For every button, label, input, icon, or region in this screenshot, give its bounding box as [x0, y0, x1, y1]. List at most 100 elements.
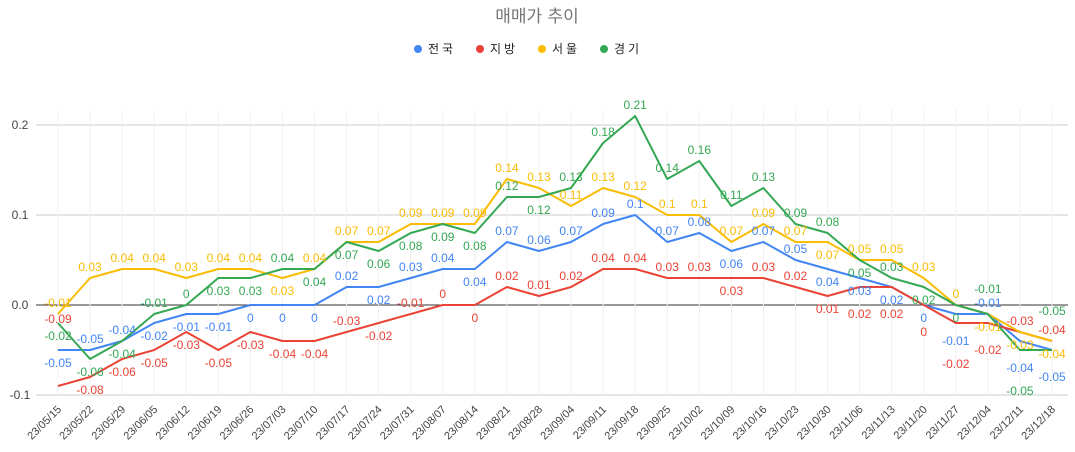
x-tick-label: 23/05/29: [89, 404, 128, 443]
data-label: 0.03: [752, 260, 776, 274]
data-label: 0.06: [367, 257, 391, 271]
data-label: -0.02: [141, 329, 169, 343]
y-tick-label: 0.1: [12, 208, 29, 222]
data-label: -0.05: [76, 332, 104, 346]
data-label: 0.02: [559, 269, 583, 283]
legend-marker: [538, 45, 546, 53]
legend-label: 지방: [490, 42, 518, 56]
data-label: -0.03: [173, 338, 201, 352]
data-label: 0: [279, 311, 286, 325]
data-label: 0.03: [239, 284, 263, 298]
x-tick-label: 23/06/19: [186, 404, 225, 443]
data-label: 0.01: [816, 302, 840, 316]
data-label: 0.01: [527, 278, 551, 292]
data-label: 0.04: [271, 251, 295, 265]
data-label: 0.11: [560, 188, 583, 202]
data-label: -0.06: [108, 365, 136, 379]
x-tick-label: 23/10/30: [795, 404, 834, 443]
data-label: 0.04: [816, 275, 840, 289]
data-label: -0.01: [974, 320, 1002, 334]
data-label: 0.1: [691, 197, 708, 211]
x-tick-label: 23/09/18: [603, 404, 642, 443]
data-label: 0.07: [720, 224, 744, 238]
data-label: 0.03: [175, 260, 199, 274]
data-label: 0.08: [399, 239, 423, 253]
data-label: 0.04: [207, 251, 231, 265]
data-label: -0.05: [44, 356, 72, 370]
data-label: 0.04: [303, 275, 327, 289]
data-label: 0.13: [752, 170, 776, 184]
data-label: -0.04: [1006, 361, 1034, 375]
x-tick-label: 23/06/05: [122, 404, 161, 443]
legend-marker: [600, 45, 608, 53]
legend-label: 서울: [552, 42, 580, 56]
data-label: 0.02: [367, 293, 391, 307]
data-label: 0.02: [880, 293, 904, 307]
data-label: 0.04: [623, 251, 647, 265]
x-tick-label: 23/11/06: [828, 404, 866, 442]
data-label: 0.21: [623, 98, 647, 112]
x-tick-label: 23/07/31: [378, 404, 417, 443]
x-tick-label: 23/07/10: [282, 404, 321, 443]
data-label: -0.04: [301, 347, 329, 361]
x-tick-label: 23/08/14: [442, 404, 481, 443]
data-label: 0.09: [399, 206, 423, 220]
x-tick-label: 23/12/18: [1019, 404, 1058, 443]
series-line-경기: [57, 115, 1052, 360]
y-tick-label: -0.1: [10, 388, 31, 402]
x-tick-label: 23/07/24: [346, 404, 385, 443]
data-label: 0.13: [527, 170, 551, 184]
data-label: 0.05: [784, 242, 808, 256]
x-tick-label: 23/08/28: [506, 404, 545, 443]
data-label: -0.05: [205, 356, 233, 370]
x-tick-label: 23/05/15: [25, 404, 64, 443]
data-label: 0.12: [495, 179, 519, 193]
data-label: 0.03: [720, 284, 744, 298]
x-tick-label: 23/12/04: [955, 404, 994, 443]
data-label: 0.04: [463, 275, 487, 289]
x-tick-label: 23/11/13: [860, 404, 898, 442]
data-label: 0: [920, 325, 927, 339]
data-label: 0.14: [656, 161, 680, 175]
data-label: 0.03: [848, 284, 872, 298]
data-label: 0.07: [784, 224, 808, 238]
x-axis: 23/05/1523/05/2223/05/2923/06/0523/06/12…: [25, 404, 1058, 443]
data-label: -0.01: [44, 296, 72, 310]
x-tick-label: 23/06/26: [218, 404, 257, 443]
data-label: 0.08: [688, 215, 712, 229]
data-label: 0.05: [880, 242, 904, 256]
y-tick-label: 0.2: [12, 118, 29, 132]
data-label: 0: [952, 287, 959, 301]
data-label: 0.04: [591, 251, 615, 265]
data-label: 0.05: [848, 242, 872, 256]
data-label: 0.04: [143, 251, 167, 265]
data-label: 0.07: [495, 224, 519, 238]
y-tick-label: 0.0: [12, 298, 29, 312]
data-label: 0.09: [463, 206, 487, 220]
data-label: 0.14: [495, 161, 519, 175]
data-label: 0.07: [335, 248, 359, 262]
data-label: -0.01: [205, 320, 233, 334]
data-label: 0.02: [495, 269, 519, 283]
x-tick-label: 23/07/03: [250, 404, 289, 443]
data-label: 0: [471, 311, 478, 325]
legend: 전국 지방 서울 경기: [414, 42, 639, 56]
x-tick-label: 23/10/09: [699, 404, 738, 443]
data-label: 0.1: [659, 197, 676, 211]
x-tick-label: 23/08/07: [410, 404, 449, 443]
series-line-전국: [58, 214, 1053, 351]
y-axis: 0.2 0.1 0.0 -0.1: [10, 118, 31, 402]
data-label: 0.08: [816, 215, 840, 229]
data-label: 0.03: [880, 260, 904, 274]
x-tick-label: 23/06/12: [154, 404, 193, 443]
data-label: -0.04: [108, 323, 136, 337]
gridlines: [36, 110, 1068, 396]
x-tick-label: 23/10/02: [667, 404, 706, 443]
data-label: 0.04: [239, 251, 263, 265]
legend-marker: [414, 45, 422, 53]
data-label: -0.03: [333, 314, 361, 328]
data-label: 0.09: [752, 206, 776, 220]
data-label: 0.02: [848, 307, 872, 321]
legend-marker: [476, 45, 484, 53]
